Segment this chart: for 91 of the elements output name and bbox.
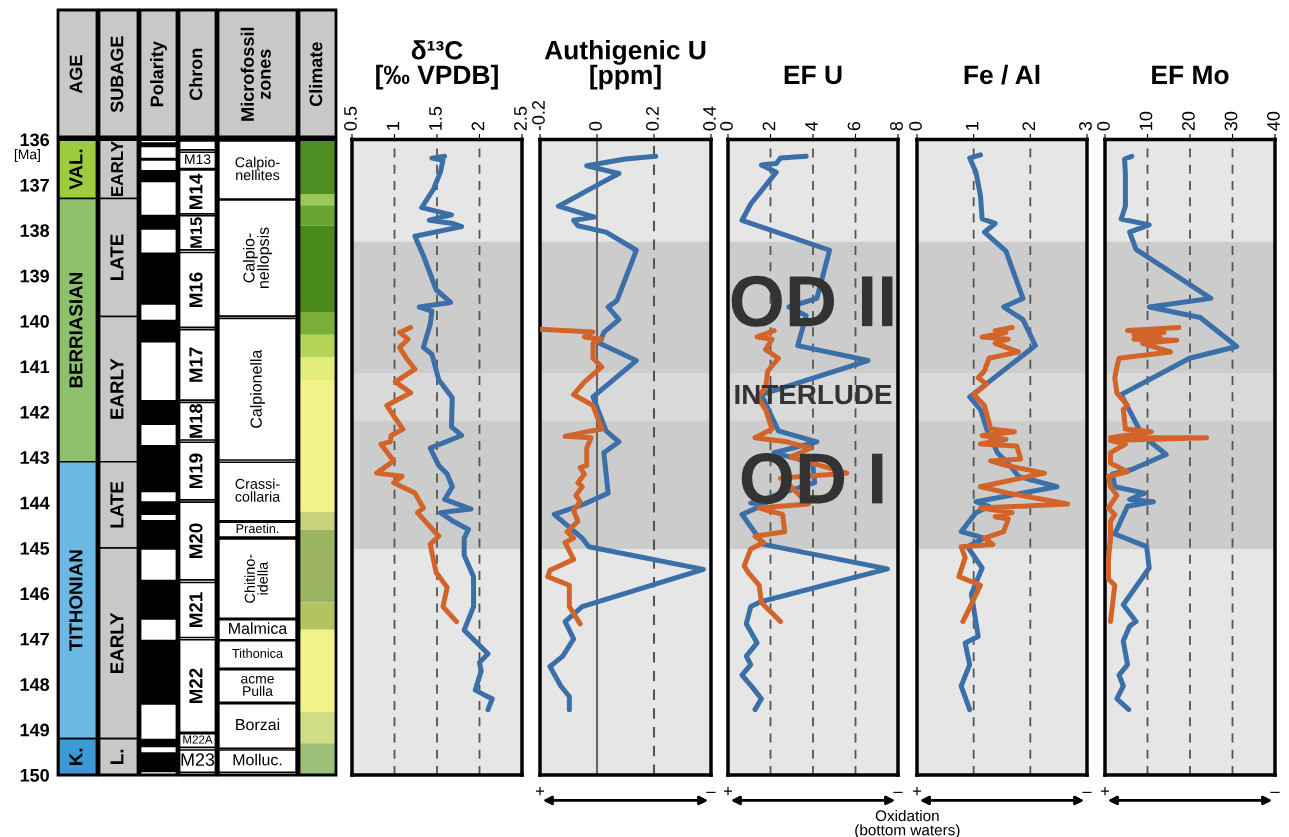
series-label: Chitino- idella <box>244 554 268 603</box>
x-tick-label: 1 <box>965 122 979 130</box>
x-tick-label: 2.5 <box>514 106 527 131</box>
x-tick-label: 0 <box>720 121 733 131</box>
text: – <box>706 791 716 793</box>
y-tick-label: 140 <box>20 315 49 328</box>
series-label: Calpionella <box>250 349 265 428</box>
x-tick-label: 0.4 <box>703 106 716 131</box>
x-tick-label: -0.2 <box>532 100 545 131</box>
x-tick-label: Microfossil zones <box>240 27 271 121</box>
series-label: Calpio- nellopsis <box>242 227 273 288</box>
series-label: M17 <box>189 347 203 382</box>
x-tick-label: 30 <box>1224 111 1238 131</box>
text: – <box>1270 791 1280 793</box>
chart-title: Fe / Al <box>964 64 1040 85</box>
series-label: LATE <box>110 234 124 281</box>
y-tick-label: 139 <box>20 269 49 283</box>
series-label: Tithonica <box>232 648 284 658</box>
series-label: Crassi- collaria <box>235 478 281 502</box>
series-label: Malmica <box>229 622 288 635</box>
y-tick-label: 141 <box>20 360 50 374</box>
x-tick-label: 0 <box>589 121 602 131</box>
x-tick-label: 0.5 <box>344 106 357 131</box>
series-label: M15 <box>190 217 202 248</box>
y-tick-label: 149 <box>20 723 49 737</box>
x-tick-label: 40 <box>1267 111 1280 131</box>
text: + <box>535 786 545 796</box>
series-label: M20 <box>189 523 203 558</box>
x-tick-label: 2 <box>471 122 485 131</box>
y-tick-label: 144 <box>20 496 50 510</box>
series-label: EARLY <box>110 358 124 419</box>
y-tick-label: 147 <box>20 632 49 646</box>
y-tick-label: 148 <box>20 678 50 691</box>
series-label: M13 <box>185 154 211 165</box>
chart-title: EF U <box>784 65 842 85</box>
x-tick-label: 1.5 <box>429 106 442 130</box>
x-tick-label: 0 <box>909 121 922 131</box>
x-tick-label: 2 <box>762 122 776 131</box>
series-label: M16 <box>189 272 203 307</box>
x-tick-label: 3 <box>1079 121 1092 131</box>
text: – <box>1082 791 1092 793</box>
series-label: Borzai <box>236 718 280 731</box>
y-tick-label: 146 <box>20 587 50 601</box>
y-tick-label: 143 <box>20 451 50 464</box>
x-tick-label: 4 <box>805 121 818 131</box>
series-label: Praetin. <box>236 523 279 534</box>
text: + <box>912 786 922 796</box>
series-label: VAL. <box>69 149 83 190</box>
y-axis-title: [Ma] <box>14 149 40 162</box>
series-label: EARLY <box>111 141 123 197</box>
text: + <box>723 786 733 796</box>
y-tick-label: 150 <box>20 768 49 782</box>
y-tick-label: 137 <box>20 178 49 192</box>
series-label: LATE <box>110 481 124 528</box>
series-label: acme Pulla <box>241 675 274 696</box>
series-label: TITHONIAN <box>69 550 83 652</box>
x-tick-label: Climate <box>309 42 323 107</box>
series-label: EARLY <box>110 612 124 674</box>
series-label: M22 <box>189 668 203 704</box>
x-tick-label: 6 <box>847 121 861 131</box>
series-label: K. <box>69 748 83 765</box>
x-tick-label: 0 <box>1097 121 1110 131</box>
x-tick-label: 8 <box>890 121 903 131</box>
x-tick-label: 0.2 <box>646 106 659 131</box>
chart-title: Authigenic U [ppm] <box>544 40 706 90</box>
series-label: Calpio- nellites <box>235 156 280 181</box>
text: + <box>1100 786 1110 796</box>
x-tick-label: Polarity <box>150 41 167 107</box>
x-tick-label: Chron <box>189 48 203 101</box>
series-label: BERRIASIAN <box>69 273 83 388</box>
series-label: M21 <box>189 592 203 627</box>
x-tick-label: AGE <box>69 55 83 94</box>
x-tick-label: 2 <box>1022 122 1035 131</box>
text: – <box>893 791 903 793</box>
series-label: M22A <box>183 735 213 744</box>
y-tick-label: 138 <box>20 224 50 238</box>
series-label: M23 <box>181 753 215 766</box>
x-tick-label: 10 <box>1139 111 1153 130</box>
chart-title: EF Mo <box>1152 65 1229 85</box>
series-label: Molluc. <box>233 753 282 766</box>
series-label: M19 <box>189 453 203 489</box>
y-tick-label: 142 <box>20 405 49 419</box>
y-tick-label: 145 <box>20 542 50 555</box>
y-tick-label: 136 <box>20 133 50 147</box>
series-label: M14 <box>189 173 203 209</box>
x-tick-label: 20 <box>1182 111 1195 131</box>
chart-title: δ¹³C [‰ VPDB] <box>376 40 498 90</box>
x-tick-label: 1 <box>386 122 400 130</box>
series-label: M18 <box>189 404 203 438</box>
x-tick-label: SUBAGE <box>110 36 124 113</box>
series-label: L. <box>110 749 124 764</box>
